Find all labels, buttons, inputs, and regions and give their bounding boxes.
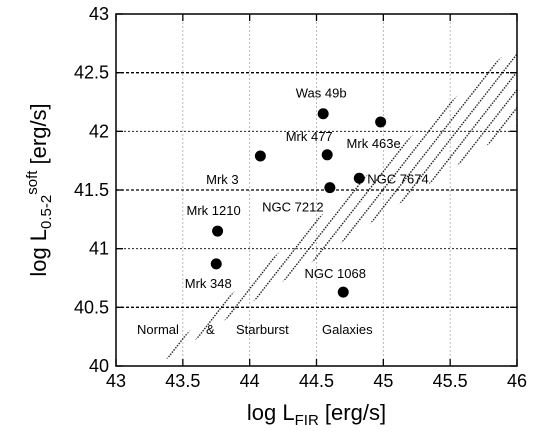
y-tick-label: 43 bbox=[89, 4, 109, 24]
y-axis-title-sub: 0.5-2 bbox=[38, 195, 55, 229]
y-tick-label: 42 bbox=[89, 121, 109, 141]
x-tick-label: 43.5 bbox=[165, 371, 200, 391]
point-label: Mrk 3 bbox=[206, 172, 239, 187]
band-label-part: Normal bbox=[137, 322, 179, 337]
point-label: NGC 1068 bbox=[305, 266, 366, 281]
point-label: NGC 7212 bbox=[262, 200, 323, 215]
point-label: Mrk 348 bbox=[185, 276, 232, 291]
data-point bbox=[337, 286, 349, 298]
y-tick-label: 42.5 bbox=[74, 63, 109, 83]
data-point bbox=[353, 172, 365, 184]
y-axis-title: log L0.5-2soft [erg/s] bbox=[24, 103, 55, 276]
y-tick-label: 40.5 bbox=[74, 297, 109, 317]
data-point bbox=[210, 258, 222, 270]
x-axis-title-main: log L bbox=[247, 400, 295, 425]
point-label: Mrk 1210 bbox=[186, 203, 240, 218]
x-tick-label: 45 bbox=[373, 371, 393, 391]
y-axis-title-rest: [erg/s] bbox=[26, 103, 51, 170]
axis-ticks: 43 43.5 44 44.5 45 45.5 46 40 40.5 41 41.5 42 42.5 43 bbox=[74, 4, 527, 391]
y-axis-title-sup: soft bbox=[24, 170, 41, 195]
x-tick-label: 43 bbox=[106, 371, 126, 391]
x-tick-label: 45.5 bbox=[433, 371, 468, 391]
data-point bbox=[317, 108, 329, 120]
point-label: Was 49b bbox=[296, 86, 347, 101]
data-point bbox=[254, 150, 266, 162]
data-point bbox=[212, 225, 224, 237]
x-axis-title-rest: [erg/s] bbox=[319, 400, 386, 425]
x-axis-title: log LFIR [erg/s] bbox=[247, 400, 386, 429]
band-label-part: & bbox=[206, 322, 215, 337]
point-label: Mrk 477 bbox=[286, 129, 333, 144]
band-label: Normal & Starburst Galaxies bbox=[137, 322, 373, 337]
data-points: Was 49b Mrk 463e Mrk 477 Mrk 3 NGC 7674 NGC 7… bbox=[185, 86, 429, 298]
data-point bbox=[375, 116, 387, 128]
x-tick-label: 46 bbox=[507, 371, 527, 391]
x-axis-title-sub: FIR bbox=[295, 412, 319, 429]
band-label-part: Galaxies bbox=[322, 322, 373, 337]
grid bbox=[116, 14, 517, 366]
data-point bbox=[324, 182, 336, 194]
y-axis-title-main: log L bbox=[26, 229, 51, 277]
point-label: NGC 7674 bbox=[367, 171, 428, 186]
y-tick-label: 41.5 bbox=[74, 180, 109, 200]
point-label: Mrk 463e bbox=[347, 136, 401, 151]
y-tick-label: 41 bbox=[89, 239, 109, 259]
data-point bbox=[321, 149, 333, 161]
x-tick-label: 44.5 bbox=[299, 371, 334, 391]
x-tick-label: 44 bbox=[240, 371, 260, 391]
y-tick-label: 40 bbox=[89, 356, 109, 376]
band-label-part: Starburst bbox=[236, 322, 289, 337]
